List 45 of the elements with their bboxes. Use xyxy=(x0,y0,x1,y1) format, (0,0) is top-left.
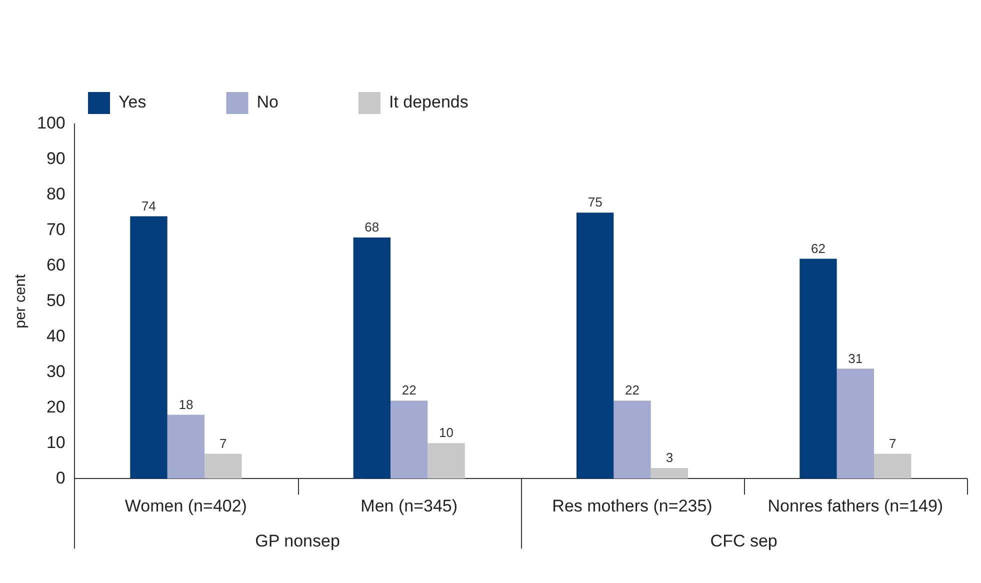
y-axis-title: per cent xyxy=(12,273,30,328)
legend-label: No xyxy=(256,92,278,112)
data-label: 31 xyxy=(848,350,863,366)
data-label: 74 xyxy=(142,198,156,214)
x-tick-label: Women (n=402) xyxy=(124,496,247,516)
data-label: 62 xyxy=(810,240,826,256)
bar xyxy=(874,454,912,479)
bar xyxy=(204,454,242,479)
legend-label: Yes xyxy=(118,92,146,112)
y-tick-label: 80 xyxy=(46,184,66,204)
bar xyxy=(130,216,168,479)
data-label: 18 xyxy=(178,396,194,412)
y-tick-label: 40 xyxy=(46,326,66,346)
y-tick-label: 0 xyxy=(56,468,66,488)
bar xyxy=(614,400,651,479)
data-label: 7 xyxy=(220,436,227,451)
bar xyxy=(428,443,465,479)
y-tick-label: 90 xyxy=(46,149,66,168)
y-tick-label: 10 xyxy=(46,432,66,452)
data-label: 68 xyxy=(364,220,380,235)
bar xyxy=(353,237,391,479)
y-tick-label: 70 xyxy=(46,220,66,240)
data-label: 7 xyxy=(888,436,896,451)
bar xyxy=(390,400,428,479)
y-tick-label: 100 xyxy=(36,114,66,133)
bar xyxy=(836,368,874,479)
bar xyxy=(800,258,837,479)
y-tick-label: 20 xyxy=(46,397,66,416)
data-label: 75 xyxy=(588,194,602,210)
y-tick-label: 50 xyxy=(46,290,66,310)
data-label: 3 xyxy=(666,450,674,466)
data-label: 22 xyxy=(625,382,640,398)
text: GP nonsep xyxy=(255,531,340,550)
data-label: 10 xyxy=(439,425,454,440)
y-tick-label: 60 xyxy=(46,256,66,275)
x-tick-label: Nonres fathers (n=149) xyxy=(768,496,944,516)
x-tick-label: Res mothers (n=235) xyxy=(552,496,712,516)
x-tick-label: Men (n=345) xyxy=(360,496,458,516)
data-label: 22 xyxy=(402,382,416,398)
text: CFC sep xyxy=(710,531,778,550)
legend-label: It depends xyxy=(388,92,468,112)
bar xyxy=(576,212,614,479)
bar xyxy=(650,468,688,479)
bar xyxy=(167,414,205,479)
y-tick-label: 30 xyxy=(46,362,66,381)
